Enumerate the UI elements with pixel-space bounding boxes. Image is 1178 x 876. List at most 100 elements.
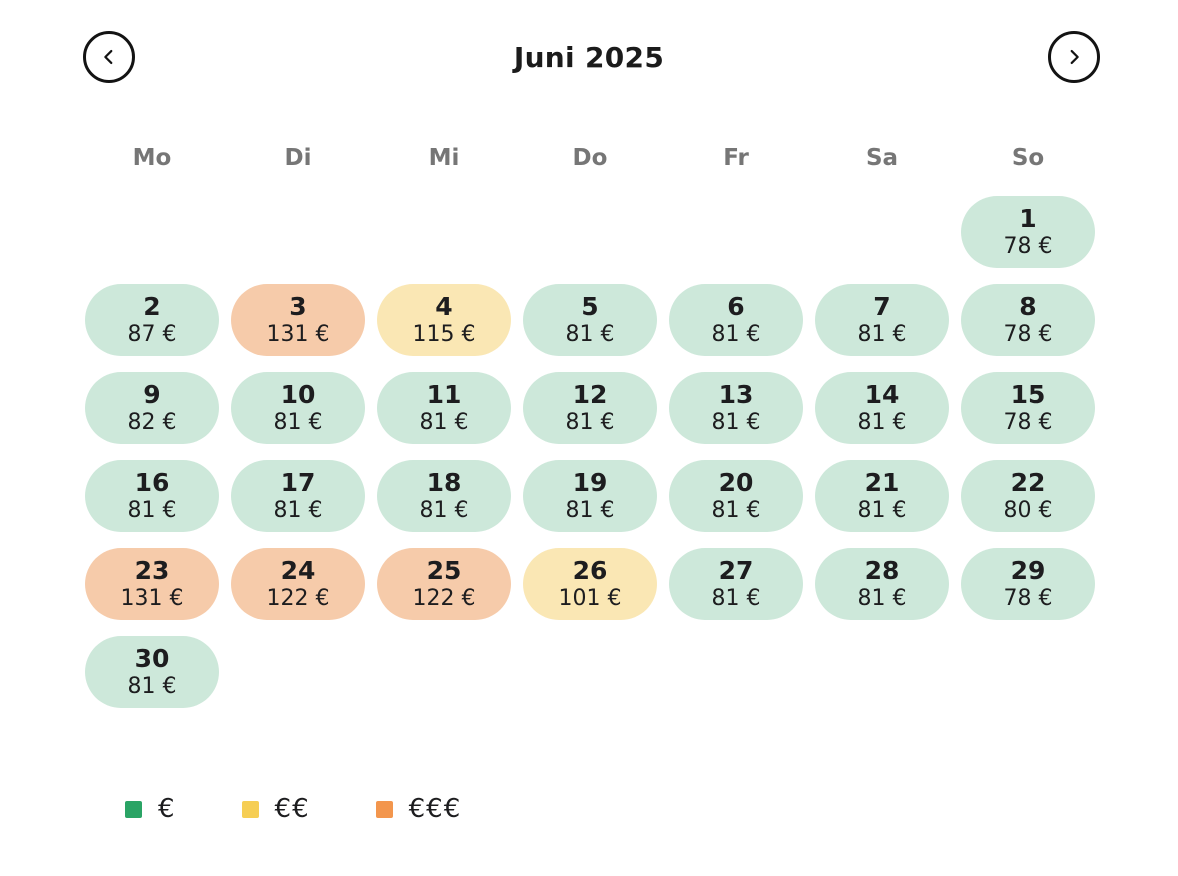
legend-label: € bbox=[158, 794, 176, 824]
day-price: 81 € bbox=[711, 497, 761, 523]
day-number: 15 bbox=[1010, 379, 1046, 409]
day-cell-11[interactable]: 11 81 € bbox=[377, 372, 511, 444]
weekday-header-row: Mo Di Mi Do Fr Sa So bbox=[85, 145, 1095, 171]
day-price: 81 € bbox=[711, 321, 761, 347]
empty-day-cell bbox=[377, 636, 511, 708]
day-cell-20[interactable]: 20 81 € bbox=[669, 460, 803, 532]
day-cell-5[interactable]: 5 81 € bbox=[523, 284, 657, 356]
day-number: 20 bbox=[718, 467, 754, 497]
legend-swatch-low bbox=[125, 800, 142, 818]
day-number: 27 bbox=[718, 555, 754, 585]
day-number: 8 bbox=[1019, 291, 1037, 321]
day-number: 9 bbox=[143, 379, 161, 409]
day-price: 81 € bbox=[273, 497, 323, 523]
day-number: 25 bbox=[426, 555, 462, 585]
day-cell-25[interactable]: 25 122 € bbox=[377, 548, 511, 620]
day-cell-18[interactable]: 18 81 € bbox=[377, 460, 511, 532]
empty-day-cell bbox=[669, 636, 803, 708]
weekday-label-mi: Mi bbox=[428, 145, 460, 171]
day-price: 87 € bbox=[127, 321, 177, 347]
day-cell-14[interactable]: 14 81 € bbox=[815, 372, 949, 444]
day-price: 82 € bbox=[127, 409, 177, 435]
empty-day-cell bbox=[231, 636, 365, 708]
day-number: 2 bbox=[143, 291, 161, 321]
weekday-label-fr: Fr bbox=[723, 145, 749, 171]
day-cell-6[interactable]: 6 81 € bbox=[669, 284, 803, 356]
day-cell-22[interactable]: 22 80 € bbox=[961, 460, 1095, 532]
day-cell-16[interactable]: 16 81 € bbox=[85, 460, 219, 532]
empty-day-cell bbox=[523, 196, 657, 268]
day-number: 14 bbox=[864, 379, 900, 409]
legend-swatch-mid bbox=[241, 800, 259, 818]
day-cell-15[interactable]: 15 78 € bbox=[961, 372, 1095, 444]
prev-month-button[interactable] bbox=[83, 31, 135, 83]
day-cell-21[interactable]: 21 81 € bbox=[815, 460, 949, 532]
day-cell-8[interactable]: 8 78 € bbox=[961, 284, 1095, 356]
day-cell-12[interactable]: 12 81 € bbox=[523, 372, 657, 444]
day-price: 80 € bbox=[1003, 497, 1053, 523]
day-number: 11 bbox=[426, 379, 462, 409]
empty-day-cell bbox=[85, 196, 219, 268]
day-cell-7[interactable]: 7 81 € bbox=[815, 284, 949, 356]
day-number: 22 bbox=[1010, 467, 1046, 497]
day-number: 29 bbox=[1010, 555, 1046, 585]
day-number: 10 bbox=[280, 379, 316, 409]
day-cell-17[interactable]: 17 81 € bbox=[231, 460, 365, 532]
day-cell-10[interactable]: 10 81 € bbox=[231, 372, 365, 444]
day-grid: 1 78 €2 87 €3 131 €4 115 €5 81 €6 81 €7 81 €8 78… bbox=[85, 196, 1095, 708]
day-cell-23[interactable]: 23 131 € bbox=[85, 548, 219, 620]
day-cell-26[interactable]: 26 101 € bbox=[523, 548, 657, 620]
weekday-label-mo: Mo bbox=[132, 145, 172, 171]
day-cell-24[interactable]: 24 122 € bbox=[231, 548, 365, 620]
day-cell-29[interactable]: 29 78 € bbox=[961, 548, 1095, 620]
weekday-label-do: Do bbox=[572, 145, 608, 171]
day-number: 3 bbox=[289, 291, 307, 321]
day-cell-3[interactable]: 3 131 € bbox=[231, 284, 365, 356]
empty-day-cell bbox=[961, 636, 1095, 708]
weekday-label-di: Di bbox=[284, 145, 312, 171]
empty-day-cell bbox=[815, 636, 949, 708]
price-calendar: Juni 2025 Mo Di Mi Do Fr Sa So 1 78 €2 87 €3 131 … bbox=[0, 31, 1178, 824]
next-month-button[interactable] bbox=[1048, 31, 1100, 83]
empty-day-cell bbox=[815, 196, 949, 268]
day-cell-13[interactable]: 13 81 € bbox=[669, 372, 803, 444]
day-price: 101 € bbox=[558, 585, 622, 611]
chevron-left-icon bbox=[98, 46, 120, 68]
day-number: 23 bbox=[134, 555, 170, 585]
day-price: 81 € bbox=[857, 497, 907, 523]
day-price: 78 € bbox=[1003, 409, 1053, 435]
day-number: 19 bbox=[572, 467, 608, 497]
day-cell-4[interactable]: 4 115 € bbox=[377, 284, 511, 356]
day-number: 7 bbox=[873, 291, 891, 321]
legend-item-mid: €€ bbox=[241, 794, 310, 824]
day-price: 81 € bbox=[857, 409, 907, 435]
day-price: 81 € bbox=[565, 497, 615, 523]
day-price: 131 € bbox=[266, 321, 330, 347]
day-cell-9[interactable]: 9 82 € bbox=[85, 372, 219, 444]
weekday-label-sa: Sa bbox=[865, 145, 899, 171]
legend-swatch-high bbox=[375, 800, 393, 818]
day-number: 13 bbox=[718, 379, 754, 409]
day-cell-30[interactable]: 30 81 € bbox=[85, 636, 219, 708]
day-price: 81 € bbox=[273, 409, 323, 435]
day-price: 81 € bbox=[419, 409, 469, 435]
day-cell-19[interactable]: 19 81 € bbox=[523, 460, 657, 532]
day-cell-2[interactable]: 2 87 € bbox=[85, 284, 219, 356]
day-cell-1[interactable]: 1 78 € bbox=[961, 196, 1095, 268]
day-price: 78 € bbox=[1003, 585, 1053, 611]
day-number: 12 bbox=[572, 379, 608, 409]
day-price: 81 € bbox=[565, 321, 615, 347]
empty-day-cell bbox=[669, 196, 803, 268]
chevron-right-icon bbox=[1063, 46, 1085, 68]
day-number: 28 bbox=[864, 555, 900, 585]
day-number: 26 bbox=[572, 555, 608, 585]
day-number: 16 bbox=[134, 467, 170, 497]
day-cell-28[interactable]: 28 81 € bbox=[815, 548, 949, 620]
empty-day-cell bbox=[523, 636, 657, 708]
day-price: 81 € bbox=[857, 585, 907, 611]
day-cell-27[interactable]: 27 81 € bbox=[669, 548, 803, 620]
day-price: 81 € bbox=[711, 585, 761, 611]
day-number: 30 bbox=[134, 643, 170, 673]
empty-day-cell bbox=[231, 196, 365, 268]
month-title: Juni 2025 bbox=[513, 40, 665, 74]
